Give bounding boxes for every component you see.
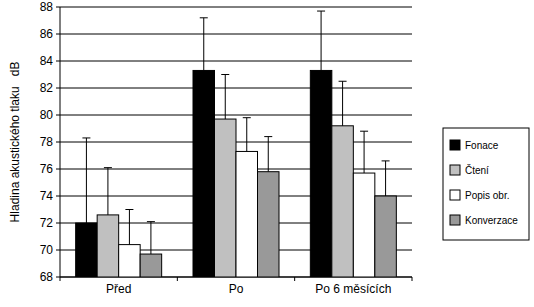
error-cap: [200, 17, 208, 18]
error-stem: [321, 11, 322, 70]
bar: [97, 215, 119, 277]
bar: [310, 70, 332, 277]
error-bar: [317, 11, 325, 70]
error-cap: [125, 209, 133, 210]
tick-mark: [56, 250, 60, 251]
grid-line: [60, 115, 412, 116]
category-label: Po 6 měsících: [315, 282, 391, 296]
bar: [375, 196, 397, 277]
error-cap: [243, 117, 251, 118]
legend-label: Fonace: [465, 140, 499, 151]
error-stem: [268, 137, 269, 172]
bar: [215, 119, 237, 277]
tick-label: 76: [40, 162, 54, 176]
error-bar: [264, 137, 272, 172]
error-bar: [360, 131, 368, 173]
tick-mark: [56, 277, 60, 278]
bar: [76, 223, 98, 277]
legend-label: Popis obr.: [465, 190, 509, 201]
error-cap: [339, 81, 347, 82]
error-stem: [150, 222, 151, 254]
bar: [353, 173, 375, 277]
category-tick: [60, 277, 61, 281]
error-cap: [317, 11, 325, 12]
error-cap: [221, 74, 229, 75]
error-stem: [225, 75, 226, 120]
error-bar: [200, 18, 208, 71]
category-label: Před: [106, 282, 131, 296]
legend-label: Konverzace: [465, 215, 518, 226]
tick-mark: [56, 142, 60, 143]
category-tick: [177, 277, 178, 281]
tick-mark: [56, 115, 60, 116]
error-stem: [342, 81, 343, 126]
y-axis-label: Hladina akustického tlaku dB: [8, 62, 22, 223]
error-bar: [82, 138, 90, 223]
tick-label: 84: [40, 54, 54, 68]
error-bar: [243, 118, 251, 152]
tick-mark: [56, 34, 60, 35]
tick-mark: [56, 196, 60, 197]
error-stem: [129, 210, 130, 245]
tick-label: 82: [40, 81, 54, 95]
error-cap: [82, 137, 90, 138]
tick-label: 68: [40, 270, 54, 284]
tick-mark: [56, 223, 60, 224]
error-stem: [203, 18, 204, 71]
tick-mark: [56, 88, 60, 89]
legend-swatch: [450, 165, 460, 175]
category-label: Po: [229, 282, 244, 296]
tick-label: 78: [40, 135, 54, 149]
category-tick: [294, 277, 295, 281]
tick-mark: [56, 61, 60, 62]
legend-swatch: [450, 140, 460, 150]
legend-box: [443, 128, 529, 240]
bar: [236, 151, 258, 277]
tick-label: 70: [40, 243, 54, 257]
tick-label: 72: [40, 216, 54, 230]
legend-label: Čtení: [465, 164, 489, 176]
error-cap: [382, 160, 390, 161]
error-bar: [147, 222, 155, 254]
error-stem: [246, 118, 247, 152]
bars: [76, 11, 397, 277]
error-bar: [125, 210, 133, 245]
bar: [193, 70, 215, 277]
category-tick: [412, 277, 413, 281]
chart-container: 68 70 72 74 76 78 80 82 84 86 88 Před Po Po 6 měsícíc…: [0, 0, 534, 307]
error-cap: [360, 131, 368, 132]
grid-line: [60, 88, 412, 89]
chart-svg: 68 70 72 74 76 78 80 82 84 86 88 Před Po Po 6 měsícíc…: [0, 0, 534, 307]
bar: [332, 126, 354, 277]
y-axis: [60, 7, 61, 277]
error-stem: [364, 131, 365, 173]
error-bar: [221, 75, 229, 120]
tick-label: 74: [40, 189, 54, 203]
error-stem: [107, 168, 108, 215]
error-bar: [339, 81, 347, 126]
error-stem: [86, 138, 87, 223]
error-cap: [147, 221, 155, 222]
bar: [140, 254, 162, 277]
grid-line: [60, 34, 412, 35]
legend-swatch: [450, 215, 460, 225]
tick-label: 88: [40, 0, 54, 14]
tick-mark: [56, 7, 60, 8]
tick-mark: [56, 169, 60, 170]
bar: [119, 245, 140, 277]
error-bar: [104, 168, 112, 215]
legend: Fonace Čtení Popis obr. Konverzace: [443, 128, 529, 240]
error-bar: [382, 161, 390, 196]
tick-label: 86: [40, 27, 54, 41]
legend-swatch: [450, 190, 460, 200]
bar: [258, 172, 280, 277]
error-cap: [104, 167, 112, 168]
grid-line: [60, 61, 412, 62]
grid-line: [60, 7, 412, 8]
error-cap: [264, 136, 272, 137]
error-stem: [385, 161, 386, 196]
tick-label: 80: [40, 108, 54, 122]
